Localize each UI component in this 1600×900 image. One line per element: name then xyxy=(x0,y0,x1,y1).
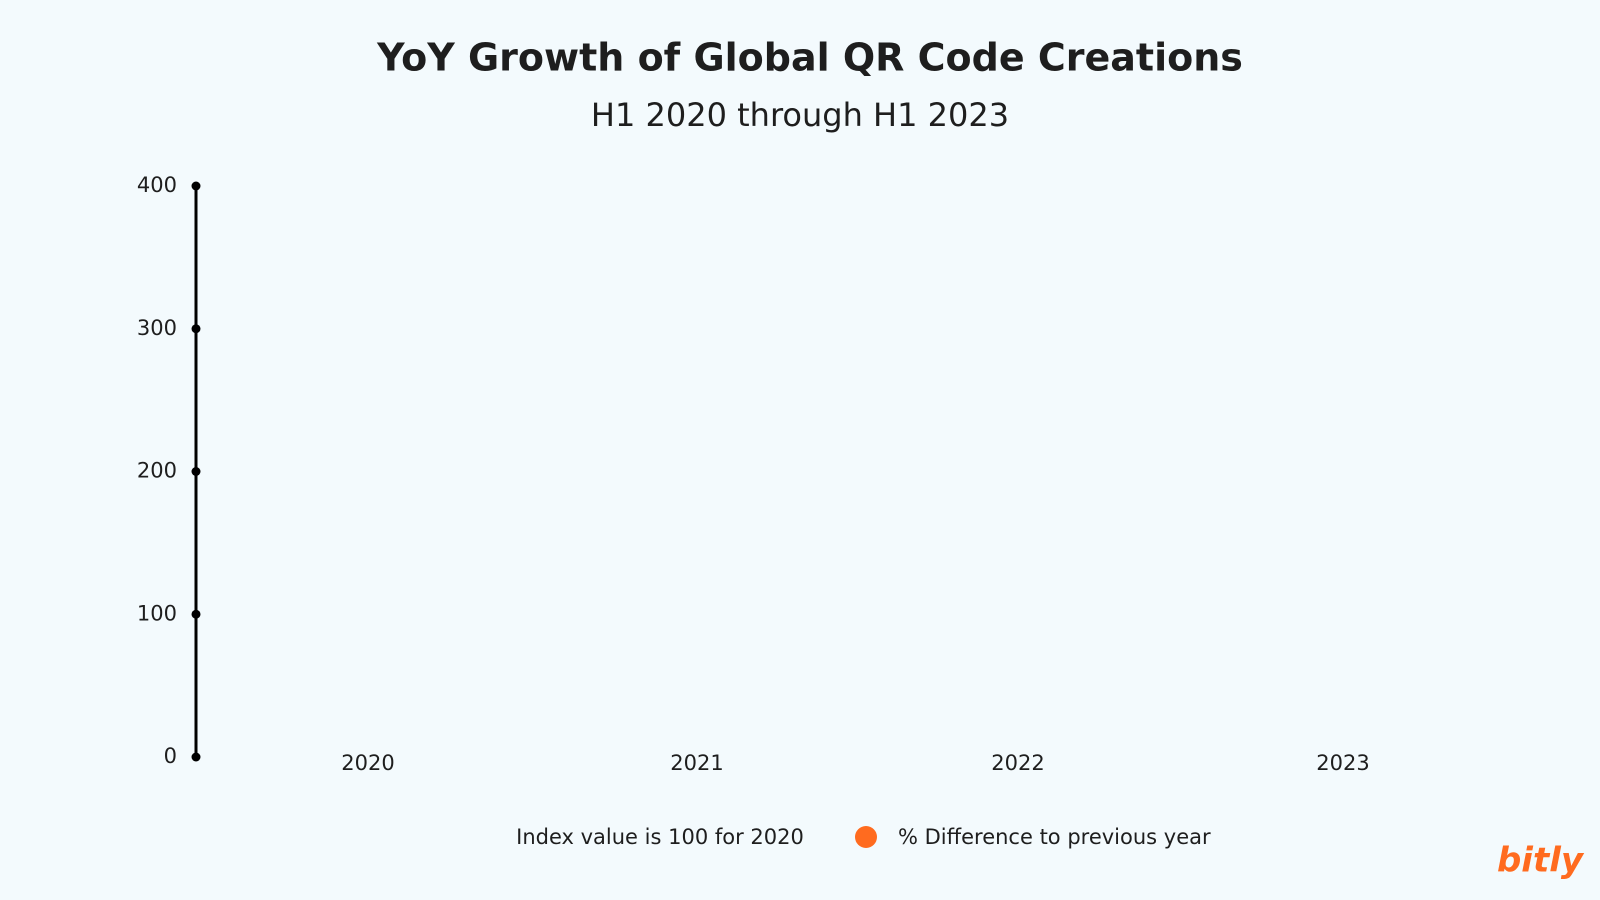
chart-title: YoY Growth of Global QR Code Creations xyxy=(376,36,1243,80)
y-tick-mark xyxy=(191,609,201,619)
legend-label: % Difference to previous year xyxy=(898,825,1211,849)
y-tick-mark xyxy=(191,324,201,334)
y-tick-label: 300 xyxy=(137,316,177,340)
brand-logo: bitly xyxy=(1497,841,1585,881)
y-tick-label: 200 xyxy=(137,459,177,483)
legend-label: Index value is 100 for 2020 xyxy=(516,825,804,849)
y-tick-mark xyxy=(191,467,201,476)
y-tick-label: 400 xyxy=(137,173,177,197)
y-tick-label: 0 xyxy=(164,744,177,768)
y-tick-mark xyxy=(191,752,201,762)
y-tick-label: 100 xyxy=(137,601,177,625)
y-tick-mark xyxy=(191,181,201,191)
chart-subtitle: H1 2020 through H1 2023 xyxy=(591,96,1009,134)
legend-marker xyxy=(855,826,877,848)
x-tick-label: 2020 xyxy=(341,751,394,775)
x-tick-label: 2023 xyxy=(1316,751,1369,775)
x-tick-label: 2022 xyxy=(991,751,1044,775)
x-tick-label: 2021 xyxy=(670,751,723,775)
